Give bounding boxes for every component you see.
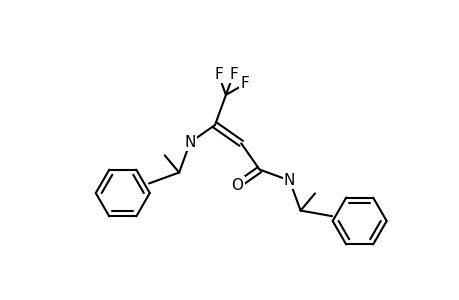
Text: F: F: [229, 67, 237, 82]
Text: F: F: [240, 76, 249, 92]
Text: N: N: [184, 135, 196, 150]
Text: O: O: [231, 178, 243, 193]
Text: N: N: [283, 173, 295, 188]
Text: F: F: [213, 67, 222, 82]
